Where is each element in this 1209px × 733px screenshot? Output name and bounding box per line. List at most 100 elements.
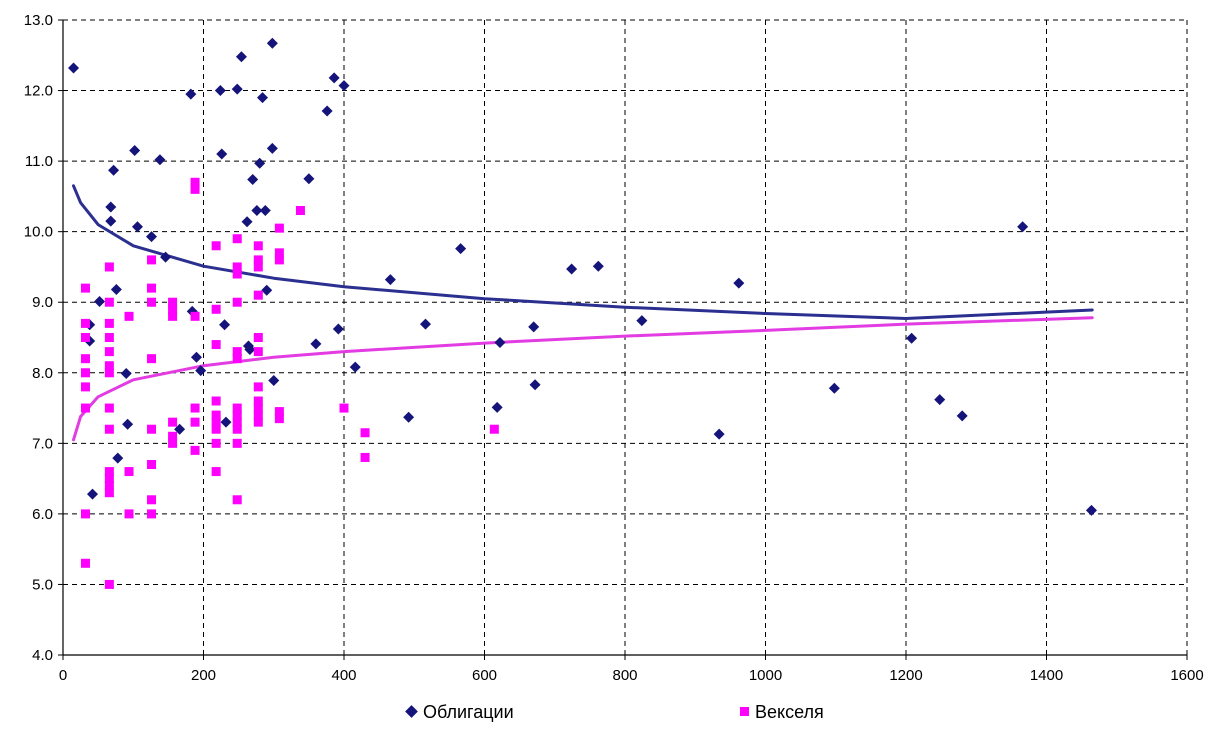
- data-point-bills: [274, 414, 284, 424]
- x-tick-label: 1200: [889, 667, 922, 684]
- data-point-bills: [360, 452, 370, 462]
- data-point-bills: [104, 481, 114, 491]
- x-tick-label: 1400: [1030, 667, 1063, 684]
- data-point-bonds: [261, 284, 273, 296]
- data-point-bills: [232, 424, 242, 434]
- data-point-bills: [232, 417, 242, 427]
- data-point-bonds: [214, 85, 226, 97]
- trendline-bonds: [72, 184, 1094, 320]
- x-tick-label: 1600: [1170, 667, 1203, 684]
- y-tick-label: 4.0: [32, 647, 53, 664]
- x-tick-label: 200: [191, 667, 216, 684]
- data-point-bills: [190, 311, 200, 321]
- data-point-bonds: [403, 411, 415, 423]
- data-point-bills: [232, 234, 242, 244]
- data-point-bills: [104, 424, 114, 434]
- data-point-bonds: [94, 296, 106, 308]
- data-point-bills: [190, 445, 200, 455]
- data-point-bonds: [310, 338, 322, 350]
- y-tick-label: 12.0: [24, 83, 53, 100]
- data-point-bills: [104, 318, 114, 328]
- data-point-bills: [274, 407, 284, 417]
- data-point-bonds: [266, 142, 278, 154]
- legend-marker-bills: [740, 707, 749, 716]
- data-point-bills: [168, 311, 178, 321]
- data-point-bills: [190, 403, 200, 413]
- data-point-bills: [147, 283, 157, 293]
- legend-label-bills: Векселя: [755, 702, 824, 722]
- data-point-bonds: [87, 488, 99, 500]
- data-point-bonds: [110, 284, 122, 296]
- data-point-bonds: [332, 323, 344, 335]
- data-point-bonds: [303, 173, 315, 185]
- data-point-bonds: [1085, 504, 1097, 516]
- x-tick-label: 600: [472, 667, 497, 684]
- data-point-bills: [232, 410, 242, 420]
- y-tick-label: 6.0: [32, 506, 53, 523]
- trendlines: [72, 184, 1094, 442]
- data-point-bills: [232, 269, 242, 279]
- legend: Облигации Векселя: [405, 702, 824, 722]
- data-point-bills: [253, 410, 263, 420]
- data-point-bills: [211, 438, 221, 448]
- data-point-bonds: [733, 277, 745, 289]
- data-point-bills: [80, 509, 90, 519]
- data-point-bills: [80, 354, 90, 364]
- data-point-bills: [147, 460, 157, 469]
- legend-label-bonds: Облигации: [423, 702, 514, 722]
- data-point-bonds: [259, 205, 271, 216]
- data-point-bills: [168, 438, 178, 448]
- data-point-bonds: [713, 428, 725, 440]
- data-point-bills: [253, 417, 263, 427]
- data-point-bonds: [266, 37, 278, 49]
- data-point-bonds: [257, 92, 269, 104]
- y-tick-label: 13.0: [24, 12, 53, 29]
- data-point-bonds: [244, 343, 256, 355]
- data-point-bonds: [219, 319, 231, 331]
- data-point-bills: [147, 495, 157, 505]
- data-point-bonds: [247, 173, 259, 185]
- data-point-bills: [274, 255, 284, 265]
- data-point-bills: [80, 382, 90, 392]
- data-point-bills: [147, 509, 157, 519]
- data-point-bills: [104, 474, 114, 484]
- data-point-bills: [104, 467, 114, 477]
- data-point-bonds: [190, 351, 202, 363]
- data-point-bills: [253, 290, 263, 300]
- data-point-bonds: [1017, 221, 1029, 233]
- data-point-bills: [104, 361, 114, 371]
- axes: 4.0 5.0 6.0 7.0 8.0 9.0 10.0 11.0 12.0 13.0 0 200 40…: [24, 12, 1204, 684]
- data-point-bonds: [195, 365, 207, 377]
- data-point-bills: [211, 241, 221, 251]
- data-point-bills: [104, 579, 114, 589]
- data-point-bills: [232, 354, 242, 364]
- data-point-bills: [253, 403, 263, 413]
- data-point-bonds: [185, 88, 197, 100]
- data-point-bonds: [120, 367, 132, 379]
- data-point-bills: [124, 311, 134, 321]
- data-point-bills: [147, 424, 157, 434]
- data-point-bonds: [122, 418, 134, 430]
- data-point-bonds: [566, 263, 578, 275]
- data-point-bills: [104, 488, 114, 498]
- data-point-bills: [360, 428, 370, 438]
- data-point-bills: [168, 431, 178, 441]
- legend-item-bonds: Облигации: [405, 702, 514, 722]
- x-tick-label: 400: [331, 667, 356, 684]
- data-point-bonds: [529, 379, 541, 391]
- data-point-bills: [124, 467, 134, 477]
- data-point-bills: [253, 347, 263, 357]
- data-point-bonds: [956, 410, 968, 422]
- data-point-bills: [253, 333, 263, 342]
- data-point-bills: [211, 396, 221, 406]
- data-point-bonds: [241, 216, 253, 228]
- y-tick-label: 7.0: [32, 435, 53, 452]
- data-point-bonds: [636, 315, 648, 327]
- data-point-bonds: [112, 452, 124, 464]
- y-tick-label: 8.0: [32, 365, 53, 382]
- data-point-bills: [295, 206, 305, 215]
- data-point-bonds: [131, 221, 143, 233]
- data-point-bills: [104, 368, 114, 378]
- data-point-bonds: [906, 332, 918, 344]
- data-point-bonds: [419, 318, 431, 330]
